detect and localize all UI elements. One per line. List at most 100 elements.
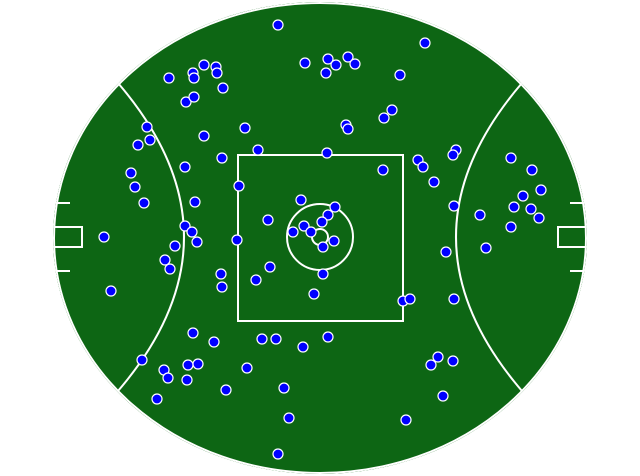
point [321, 147, 333, 159]
point [386, 104, 398, 116]
point [419, 37, 431, 49]
point [448, 200, 460, 212]
point [215, 268, 227, 280]
point [98, 231, 110, 243]
point [329, 201, 341, 213]
point [505, 221, 517, 233]
point [328, 235, 340, 247]
point [417, 161, 429, 173]
point [317, 268, 329, 280]
point [447, 149, 459, 161]
point [428, 176, 440, 188]
point [252, 144, 264, 156]
point [432, 351, 444, 363]
point [298, 220, 310, 232]
point [377, 164, 389, 176]
point [208, 336, 220, 348]
point [440, 246, 452, 258]
point [179, 161, 191, 173]
point [308, 288, 320, 300]
point [342, 51, 354, 63]
point [322, 331, 334, 343]
point [378, 112, 390, 124]
point [349, 58, 361, 70]
point [505, 152, 517, 164]
point [189, 196, 201, 208]
point [216, 152, 228, 164]
point [211, 67, 223, 79]
point [437, 390, 449, 402]
point [256, 333, 268, 345]
point [125, 167, 137, 179]
field [53, 2, 587, 474]
point [233, 180, 245, 192]
point [297, 341, 309, 353]
point [320, 67, 332, 79]
point [186, 226, 198, 238]
point [182, 359, 194, 371]
point [138, 197, 150, 209]
point [322, 209, 334, 221]
point [287, 226, 299, 238]
point [400, 414, 412, 426]
point [264, 261, 276, 273]
point [159, 254, 171, 266]
point [295, 194, 307, 206]
point [231, 234, 243, 246]
point [239, 122, 251, 134]
point [342, 123, 354, 135]
point [316, 216, 328, 228]
point [425, 359, 437, 371]
point [447, 355, 459, 367]
point [129, 181, 141, 193]
point [330, 59, 342, 71]
points [98, 19, 547, 460]
point [250, 274, 262, 286]
point [272, 19, 284, 31]
point [448, 293, 460, 305]
point [262, 214, 274, 226]
point [217, 82, 229, 94]
point [163, 72, 175, 84]
point [144, 134, 156, 146]
point [188, 91, 200, 103]
point [192, 358, 204, 370]
point [105, 285, 117, 297]
point [169, 240, 181, 252]
point [272, 448, 284, 460]
point [216, 281, 228, 293]
point [526, 164, 538, 176]
point [270, 333, 282, 345]
point [132, 139, 144, 151]
point [299, 57, 311, 69]
point [198, 59, 210, 71]
point [220, 384, 232, 396]
point [508, 201, 520, 213]
point [188, 72, 200, 84]
point [141, 121, 153, 133]
point [241, 362, 253, 374]
point [305, 226, 317, 238]
point [187, 327, 199, 339]
point [179, 220, 191, 232]
point [151, 393, 163, 405]
point [317, 241, 329, 253]
point [181, 374, 193, 386]
point [164, 263, 176, 275]
point [480, 242, 492, 254]
point [162, 372, 174, 384]
point [198, 130, 210, 142]
boundary [53, 2, 587, 474]
point [283, 412, 295, 424]
point [322, 53, 334, 65]
point [394, 69, 406, 81]
point [404, 293, 416, 305]
point [136, 354, 148, 366]
point [535, 184, 547, 196]
point [180, 96, 192, 108]
point [474, 209, 486, 221]
point [525, 203, 537, 215]
point [278, 382, 290, 394]
